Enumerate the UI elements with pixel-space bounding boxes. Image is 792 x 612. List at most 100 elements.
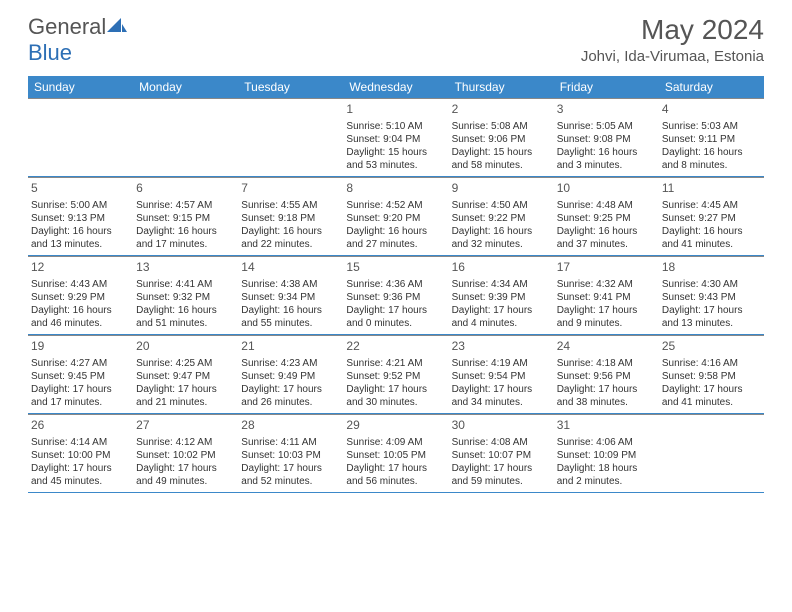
day-cell: 5 Sunrise: 5:00 AMSunset: 9:13 PMDaylight… <box>28 177 133 255</box>
day-cell: 2Sunrise: 5:08 AMSunset: 9:06 PMDaylight… <box>449 98 554 176</box>
day-number: 26 <box>31 418 130 434</box>
day-cell: 30Sunrise: 4:08 AMSunset: 10:07 PMDaylig… <box>449 414 554 492</box>
day-cell: 21Sunrise: 4:23 AMSunset: 9:49 PMDayligh… <box>238 335 343 413</box>
daylight-line-1: Daylight: 17 hours <box>557 304 656 317</box>
day-number: 23 <box>452 339 551 355</box>
weekday-header: Wednesday <box>343 76 448 98</box>
daylight-line-1: Daylight: 17 hours <box>452 304 551 317</box>
sunset-line: Sunset: 9:06 PM <box>452 133 551 146</box>
sunrise-line: Sunrise: 5:10 AM <box>346 120 445 133</box>
daylight-line-1: Daylight: 15 hours <box>452 146 551 159</box>
daylight-line-2: and 13 minutes. <box>662 317 761 330</box>
logo-text: GeneralBlue <box>28 14 127 66</box>
daylight-line-2: and 13 minutes. <box>31 238 130 251</box>
day-number: 3 <box>557 102 656 118</box>
daylight-line-2: and 56 minutes. <box>346 475 445 488</box>
sunset-line: Sunset: 9:45 PM <box>31 370 130 383</box>
logo-text-general: General <box>28 14 106 39</box>
day-number: 1 <box>346 102 445 118</box>
day-cell: 26Sunrise: 4:14 AMSunset: 10:00 PMDaylig… <box>28 414 133 492</box>
day-number: 24 <box>557 339 656 355</box>
daylight-line-2: and 4 minutes. <box>452 317 551 330</box>
daylight-line-2: and 8 minutes. <box>662 159 761 172</box>
day-cell: 13Sunrise: 4:41 AMSunset: 9:32 PMDayligh… <box>133 256 238 334</box>
daylight-line-1: Daylight: 17 hours <box>241 462 340 475</box>
day-number: 4 <box>662 102 761 118</box>
day-cell: 12Sunrise: 4:43 AMSunset: 9:29 PMDayligh… <box>28 256 133 334</box>
day-number: 5 <box>31 181 130 197</box>
day-number: 31 <box>557 418 656 434</box>
daylight-line-2: and 38 minutes. <box>557 396 656 409</box>
sunset-line: Sunset: 10:03 PM <box>241 449 340 462</box>
daylight-line-2: and 37 minutes. <box>557 238 656 251</box>
sunrise-line: Sunrise: 4:12 AM <box>136 436 235 449</box>
sunset-line: Sunset: 9:20 PM <box>346 212 445 225</box>
sunset-line: Sunset: 9:56 PM <box>557 370 656 383</box>
sunset-line: Sunset: 9:47 PM <box>136 370 235 383</box>
day-number: 8 <box>346 181 445 197</box>
daylight-line-2: and 17 minutes. <box>136 238 235 251</box>
week-row: 5Sunrise: 5:00 AMSunset: 9:13 PMDaylight… <box>28 177 764 256</box>
sunset-line: Sunset: 9:27 PM <box>662 212 761 225</box>
day-number: 6 <box>136 181 235 197</box>
sunrise-line: Sunrise: 4:45 AM <box>662 199 761 212</box>
daylight-line-1: Daylight: 16 hours <box>31 225 130 238</box>
sunset-line: Sunset: 10:09 PM <box>557 449 656 462</box>
week-row: 19Sunrise: 4:27 AMSunset: 9:45 PMDayligh… <box>28 335 764 414</box>
sunrise-line: Sunrise: 5:03 AM <box>662 120 761 133</box>
day-cell: 3Sunrise: 5:05 AMSunset: 9:08 PMDaylight… <box>554 98 659 176</box>
day-cell: 25Sunrise: 4:16 AMSunset: 9:58 PMDayligh… <box>659 335 764 413</box>
sunset-line: Sunset: 9:25 PM <box>557 212 656 225</box>
daylight-line-2: and 26 minutes. <box>241 396 340 409</box>
logo-text-blue: Blue <box>28 40 72 65</box>
day-number: 28 <box>241 418 340 434</box>
sunrise-line: Sunrise: 5:08 AM <box>452 120 551 133</box>
sunrise-line: Sunrise: 4:55 AM <box>241 199 340 212</box>
daylight-line-2: and 17 minutes. <box>31 396 130 409</box>
calendar-body: 1 Sunrise: 5:10 AMSunset: 9:04 PM Daylight… <box>28 98 764 493</box>
calendar: SundayMondayTuesdayWednesdayThursdayFrid… <box>28 76 764 493</box>
daylight-line-2: and 3 minutes. <box>557 159 656 172</box>
day-cell: 11Sunrise: 4:45 AMSunset: 9:27 PMDayligh… <box>659 177 764 255</box>
weekday-header: Thursday <box>449 76 554 98</box>
sunset-line: Sunset: 9:15 PM <box>136 212 235 225</box>
day-cell: 16Sunrise: 4:34 AMSunset: 9:39 PMDayligh… <box>449 256 554 334</box>
sunrise-line: Sunrise: 5:00 AM <box>31 199 130 212</box>
day-cell-empty <box>28 98 133 176</box>
daylight-line-2: and 21 minutes. <box>136 396 235 409</box>
daylight-line-2: and 27 minutes. <box>346 238 445 251</box>
day-number: 9 <box>452 181 551 197</box>
sunrise-line: Sunrise: 4:09 AM <box>346 436 445 449</box>
day-number: 19 <box>31 339 130 355</box>
sunset-line: Sunset: 9:04 PM <box>346 133 445 146</box>
daylight-line-1: Daylight: 16 hours <box>31 304 130 317</box>
daylight-line-1: Daylight: 16 hours <box>557 146 656 159</box>
location: Johvi, Ida-Virumaa, Estonia <box>581 48 764 65</box>
daylight-line-1: Daylight: 17 hours <box>662 383 761 396</box>
daylight-line-2: and 2 minutes. <box>557 475 656 488</box>
day-number: 11 <box>662 181 761 197</box>
header: GeneralBlue May 2024 Johvi, Ida-Virumaa,… <box>0 0 792 70</box>
day-number: 12 <box>31 260 130 276</box>
daylight-line-2: and 41 minutes. <box>662 396 761 409</box>
daylight-line-1: Daylight: 17 hours <box>346 462 445 475</box>
daylight-line-2: and 9 minutes. <box>557 317 656 330</box>
day-number: 13 <box>136 260 235 276</box>
sunset-line: Sunset: 10:00 PM <box>31 449 130 462</box>
daylight-line-1: Daylight: 16 hours <box>241 225 340 238</box>
daylight-line-2: and 55 minutes. <box>241 317 340 330</box>
sunset-line: Sunset: 10:05 PM <box>346 449 445 462</box>
day-number: 22 <box>346 339 445 355</box>
sunset-line: Sunset: 9:13 PM <box>31 212 130 225</box>
sunset-line: Sunset: 9:41 PM <box>557 291 656 304</box>
sunset-line: Sunset: 10:07 PM <box>452 449 551 462</box>
day-cell: 10Sunrise: 4:48 AMSunset: 9:25 PMDayligh… <box>554 177 659 255</box>
logo-sail-icon <box>107 18 127 34</box>
sunrise-line: Sunrise: 4:38 AM <box>241 278 340 291</box>
weekday-header: Tuesday <box>238 76 343 98</box>
sunset-line: Sunset: 9:34 PM <box>241 291 340 304</box>
day-cell: 23Sunrise: 4:19 AMSunset: 9:54 PMDayligh… <box>449 335 554 413</box>
sunset-line: Sunset: 9:32 PM <box>136 291 235 304</box>
sunset-line: Sunset: 9:29 PM <box>31 291 130 304</box>
sunrise-line: Sunrise: 4:57 AM <box>136 199 235 212</box>
